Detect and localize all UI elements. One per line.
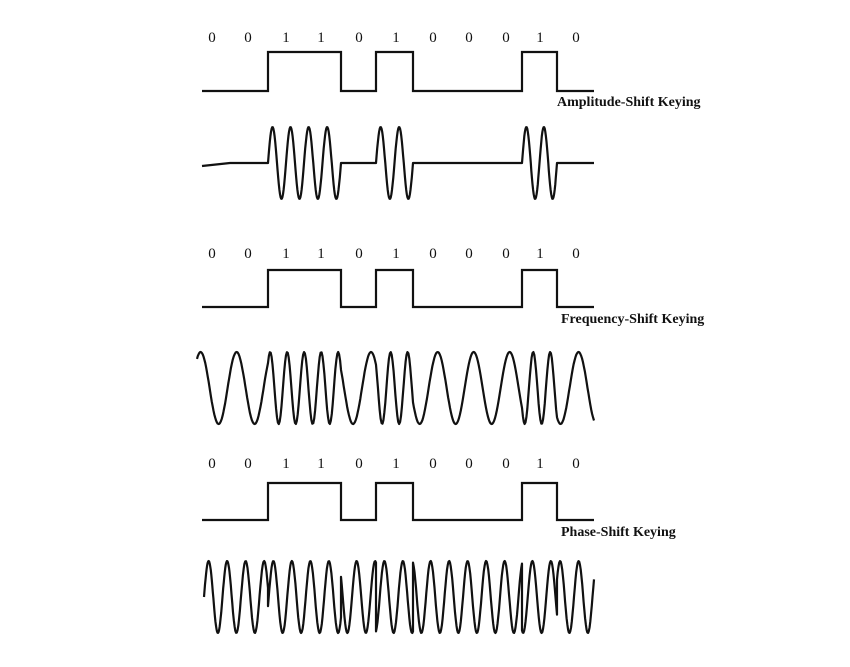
bit-label: 0: [244, 246, 252, 262]
bit-label: 1: [536, 456, 544, 472]
bit-label: 1: [392, 456, 400, 472]
bit-label: 1: [536, 30, 544, 46]
bit-label: 0: [208, 456, 216, 472]
bit-label: 0: [208, 30, 216, 46]
bit-label: 0: [465, 246, 473, 262]
bit-label: 0: [502, 246, 510, 262]
bit-label: 0: [502, 30, 510, 46]
psk-bit-labels: 0 0 1 1 0 1 0 0 0 1 0: [208, 456, 580, 472]
bit-label: 0: [355, 246, 363, 262]
psk-panel: 0 0 1 1 0 1 0 0 0 1 0 Phase-Shift Keying: [202, 456, 676, 635]
bit-label: 1: [317, 30, 325, 46]
bit-label: 0: [208, 246, 216, 262]
bit-label: 0: [465, 30, 473, 46]
bit-label: 0: [429, 246, 437, 262]
bit-label: 0: [572, 30, 580, 46]
bit-label: 0: [572, 246, 580, 262]
bit-label: 1: [282, 30, 290, 46]
fsk-modulated-waveform: [195, 350, 596, 426]
bit-label: 0: [429, 30, 437, 46]
bit-label: 0: [502, 456, 510, 472]
psk-modulated-waveform: [202, 559, 596, 635]
ask-panel: 0 0 1 1 0 1 0 0 0 1 0 Amplitude-Shift Keying: [201, 30, 701, 200]
fsk-digital-signal: [202, 268, 594, 309]
bit-label: 1: [282, 456, 290, 472]
ask-digital-signal: [202, 50, 594, 93]
bit-label: 0: [355, 456, 363, 472]
bit-label: 0: [244, 456, 252, 472]
psk-digital-signal: [202, 481, 594, 522]
ask-title: Amplitude-Shift Keying: [557, 95, 701, 110]
bit-label: 0: [429, 456, 437, 472]
bit-label: 0: [572, 456, 580, 472]
psk-title: Phase-Shift Keying: [561, 525, 676, 540]
fsk-title: Frequency-Shift Keying: [561, 312, 704, 327]
bit-label: 1: [392, 246, 400, 262]
fsk-panel: 0 0 1 1 0 1 0 0 0 1 0 Frequency-Shift Keying: [195, 246, 704, 426]
bit-label: 0: [465, 456, 473, 472]
bit-label: 0: [355, 30, 363, 46]
ask-modulated-waveform: [201, 126, 594, 200]
bit-label: 1: [317, 456, 325, 472]
bit-label: 1: [536, 246, 544, 262]
bit-label: 1: [317, 246, 325, 262]
bit-label: 1: [282, 246, 290, 262]
bit-label: 0: [244, 30, 252, 46]
bit-label: 1: [392, 30, 400, 46]
ask-bit-labels: 0 0 1 1 0 1 0 0 0 1 0: [208, 30, 580, 46]
fsk-bit-labels: 0 0 1 1 0 1 0 0 0 1 0: [208, 246, 580, 262]
